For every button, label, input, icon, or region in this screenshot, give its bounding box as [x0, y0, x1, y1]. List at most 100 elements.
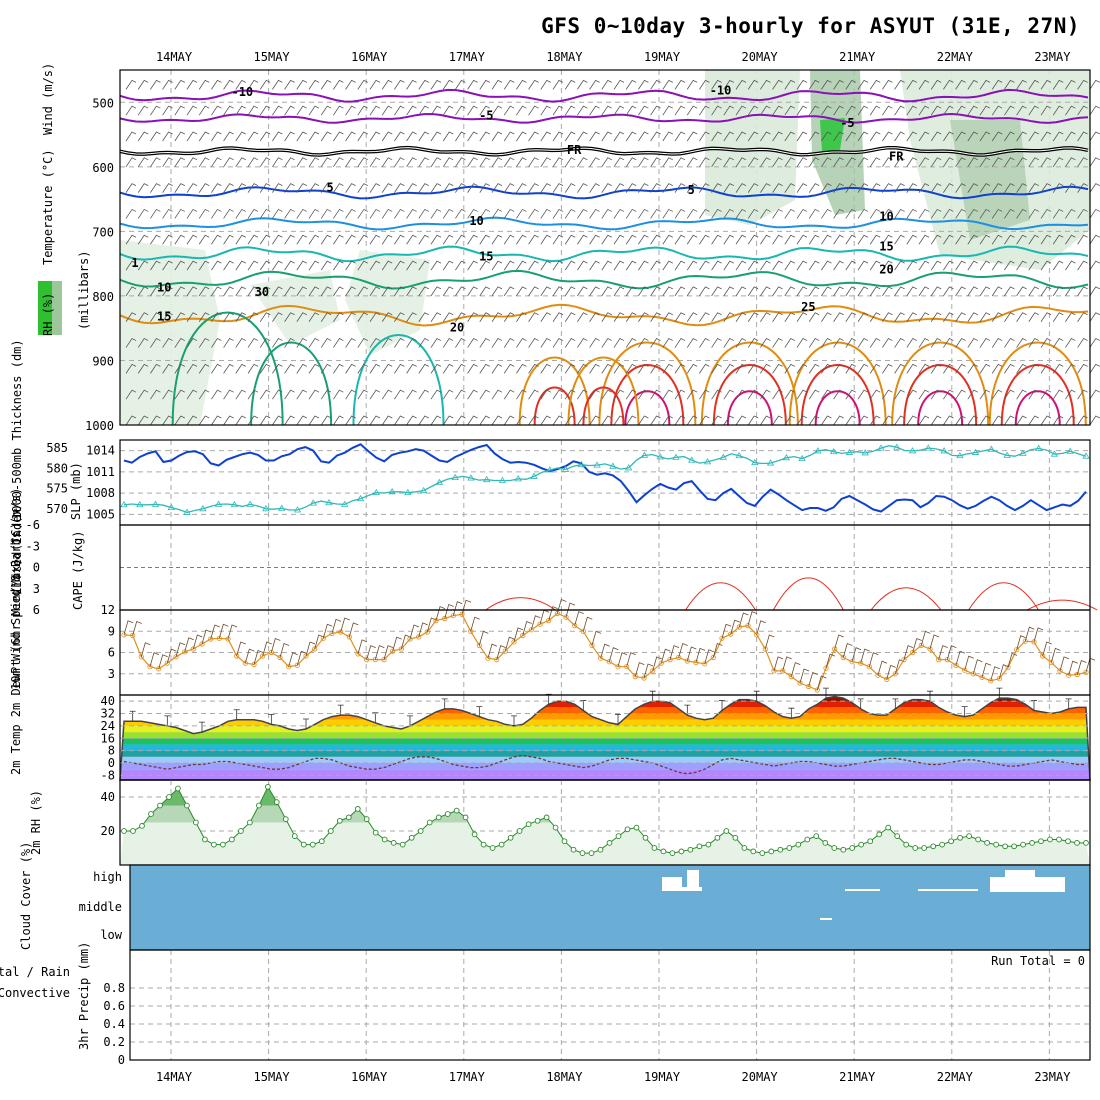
contour-label: FR — [567, 143, 582, 157]
wind-barb — [236, 641, 246, 657]
wind-barb — [796, 363, 808, 374]
rh-point — [336, 817, 343, 824]
wind-barb — [711, 131, 722, 142]
wind-barb — [333, 79, 344, 90]
wind-barb — [735, 338, 747, 348]
wind-barb — [540, 79, 551, 90]
wind-barb — [1016, 234, 1027, 245]
wind-barb — [503, 415, 515, 426]
wind-barb — [223, 260, 234, 271]
wind-barb — [1089, 183, 1100, 193]
wind-barb — [528, 286, 539, 297]
wind-barb — [955, 260, 966, 271]
precip-tick: 0.2 — [103, 1035, 125, 1049]
wind-barb — [564, 286, 576, 297]
wind-barb — [638, 312, 649, 322]
wind-barb — [272, 157, 283, 168]
wind-barb — [796, 105, 808, 116]
wind-barb — [162, 208, 173, 219]
temp-minmax-bar — [961, 706, 968, 717]
wind-barb — [772, 208, 783, 219]
wind-barb — [516, 79, 527, 90]
wind-barb — [308, 363, 320, 374]
wind-barb — [272, 415, 283, 426]
wind-barb — [308, 105, 320, 116]
wind-barb — [747, 157, 759, 168]
wind-barb — [756, 620, 766, 635]
wind-barb — [711, 312, 722, 322]
wind-barb — [760, 157, 771, 168]
wind-speed-point — [979, 674, 985, 680]
wind-barb — [845, 234, 856, 245]
wind-barb — [320, 79, 332, 90]
wind-barb — [882, 208, 893, 219]
wind-barb — [747, 131, 759, 142]
wind-barb — [1028, 389, 1039, 400]
wind-tick: 6 — [108, 646, 115, 660]
temp-minmax-bar — [1031, 700, 1037, 711]
wind-barb — [272, 312, 283, 322]
wind-barb — [503, 234, 515, 245]
wind-barb — [857, 105, 869, 116]
wind-barb — [442, 363, 454, 374]
wind-barb — [1052, 312, 1064, 322]
wind-barb — [773, 656, 784, 672]
wind-barb — [503, 389, 515, 400]
wind-barb — [943, 208, 954, 219]
wind-barb — [821, 234, 832, 245]
temp-minmax-bar — [476, 706, 483, 717]
wind-barb — [943, 79, 954, 90]
wind-barb — [491, 157, 503, 168]
wind-barb — [686, 286, 698, 297]
wind-barb — [137, 79, 149, 90]
wind-barb — [686, 234, 698, 245]
wind-barb — [821, 363, 832, 374]
thickness-marker — [971, 448, 980, 455]
wind-barb — [796, 415, 808, 426]
wind-barb — [540, 389, 551, 400]
wind-barb — [613, 131, 625, 142]
wind-barb — [503, 79, 515, 90]
wind-barb — [991, 183, 1003, 193]
wind-barb — [857, 183, 869, 193]
cape-bump — [772, 577, 844, 611]
wind-barb — [821, 79, 832, 90]
wind-speed-point — [459, 611, 465, 617]
wind-barb — [198, 363, 210, 374]
rh-point — [390, 840, 397, 846]
wind-barb — [979, 338, 991, 348]
wind-speed-point — [736, 624, 742, 630]
wind-barb — [247, 312, 259, 322]
isotherm-dome — [624, 390, 671, 426]
wind-barb — [930, 208, 942, 219]
rh-point — [327, 828, 334, 834]
wind-barb — [174, 208, 185, 219]
wind-barb — [564, 79, 576, 90]
rh-point — [939, 841, 945, 848]
date-label-top: 15MAY — [254, 50, 291, 64]
wind-barb — [1028, 208, 1039, 219]
wind-barb — [348, 622, 359, 638]
wind-barb — [235, 338, 246, 348]
wind-barb — [503, 183, 515, 193]
wind-barb — [650, 208, 661, 219]
wind-barb — [1040, 312, 1052, 322]
wind-barb — [1077, 338, 1088, 348]
wind-barb — [669, 645, 680, 660]
wind-barb — [589, 389, 600, 400]
wind-barb — [223, 208, 234, 219]
wind-barb — [918, 260, 930, 271]
wind-speed-point — [398, 646, 404, 652]
wind-barb — [869, 105, 881, 116]
thickness-marker — [719, 453, 727, 460]
wind-barb — [137, 157, 149, 168]
wind-speed-point — [433, 617, 439, 624]
wind-barb — [552, 131, 564, 142]
wind-barb — [638, 79, 649, 90]
wind-barb — [150, 312, 161, 322]
wind-barb — [686, 260, 698, 271]
wind-barb — [455, 131, 466, 142]
wind-barb — [833, 157, 844, 168]
isotherm-line — [119, 269, 1089, 290]
wind-barb — [747, 415, 759, 426]
